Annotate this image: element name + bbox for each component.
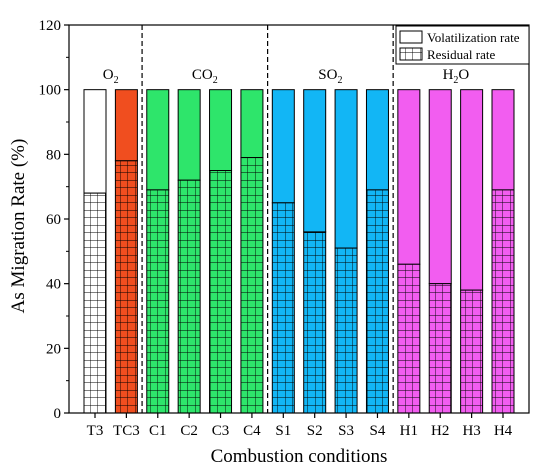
residual-bar-t3 bbox=[83, 192, 107, 414]
y-tick-label-100: 100 bbox=[39, 83, 62, 99]
legend-label-residual: Residual rate bbox=[427, 47, 495, 62]
volatilization-bar-s3 bbox=[334, 89, 358, 249]
volatilization-bar-c3 bbox=[209, 89, 233, 171]
x-tick-label-s2: S2 bbox=[307, 423, 323, 439]
group-labels: O2 CO2 SO2 H2O bbox=[103, 67, 470, 86]
legend-swatch-volatilization bbox=[399, 30, 423, 44]
axes: 0 20 40 60 80 100 120 T3 TC3 C1 C2 C3 C4 S1 S2 S3 S4 H1 H2… bbox=[39, 18, 530, 439]
x-tick-label-c3: C3 bbox=[212, 423, 230, 439]
residual-bar-c3 bbox=[209, 170, 233, 414]
x-tick-label-tc3: TC3 bbox=[113, 423, 140, 439]
residual-bar-h3 bbox=[460, 289, 484, 414]
y-tick-label-60: 60 bbox=[46, 212, 61, 228]
volatilization-bar-h3 bbox=[460, 89, 484, 291]
volatilization-bar-tc3 bbox=[114, 89, 138, 162]
x-tick-label-s4: S4 bbox=[370, 423, 386, 439]
y-axis-title: As Migration Rate (%) bbox=[8, 139, 29, 314]
volatilization-bar-s2 bbox=[303, 89, 327, 233]
residual-bar-h1 bbox=[397, 263, 421, 414]
x-tick-label-c1: C1 bbox=[149, 423, 167, 439]
legend-swatch-residual bbox=[399, 47, 423, 61]
x-tick-label-h2: H2 bbox=[431, 423, 449, 439]
group-label-4: H2O bbox=[443, 67, 470, 86]
volatilization-bar-s1 bbox=[271, 89, 295, 204]
residual-bar-s4 bbox=[365, 189, 389, 414]
residual-bar-c4 bbox=[240, 157, 264, 414]
legend: Volatilization rate Residual rate bbox=[395, 25, 530, 65]
y-tick-label-0: 0 bbox=[54, 406, 62, 422]
residual-bar-tc3 bbox=[114, 160, 138, 414]
group-label-3: SO2 bbox=[318, 67, 342, 86]
x-tick-label-s1: S1 bbox=[275, 423, 291, 439]
x-tick-label-h4: H4 bbox=[494, 423, 513, 439]
x-axis-title: Combustion conditions bbox=[211, 446, 388, 467]
x-tick-label-h3: H3 bbox=[462, 423, 480, 439]
x-tick-label-t3: T3 bbox=[87, 423, 104, 439]
legend-label-volatilization: Volatilization rate bbox=[427, 30, 520, 45]
plot-frame bbox=[68, 24, 530, 414]
residual-bar-s1 bbox=[271, 202, 295, 414]
volatilization-bar-c1 bbox=[146, 89, 170, 191]
residual-bar-s2 bbox=[303, 231, 327, 414]
residual-bar-h2 bbox=[428, 283, 452, 414]
volatilization-bar-c2 bbox=[177, 89, 201, 181]
volatilization-bar-t3 bbox=[83, 89, 107, 194]
y-tick-label-20: 20 bbox=[46, 341, 61, 357]
y-tick-label-120: 120 bbox=[39, 18, 62, 34]
volatilization-bar-c4 bbox=[240, 89, 264, 159]
volatilization-bar-s4 bbox=[365, 89, 389, 191]
y-tick-label-80: 80 bbox=[46, 147, 61, 163]
group-label-1: O2 bbox=[103, 67, 119, 86]
y-tick-label-40: 40 bbox=[46, 277, 61, 293]
residual-bar-c2 bbox=[177, 179, 201, 414]
x-tick-label-h1: H1 bbox=[400, 423, 418, 439]
bar-layer bbox=[83, 89, 515, 414]
x-tick-label-c2: C2 bbox=[180, 423, 198, 439]
residual-bar-c1 bbox=[146, 189, 170, 414]
group-dividers bbox=[141, 25, 394, 413]
residual-bar-s3 bbox=[334, 247, 358, 414]
volatilization-bar-h1 bbox=[397, 89, 421, 265]
volatilization-bar-h2 bbox=[428, 89, 452, 285]
x-tick-label-s3: S3 bbox=[338, 423, 354, 439]
residual-bar-h4 bbox=[491, 189, 515, 414]
x-tick-label-c4: C4 bbox=[243, 423, 261, 439]
volatilization-bar-h4 bbox=[491, 89, 515, 191]
group-label-2: CO2 bbox=[192, 67, 218, 86]
